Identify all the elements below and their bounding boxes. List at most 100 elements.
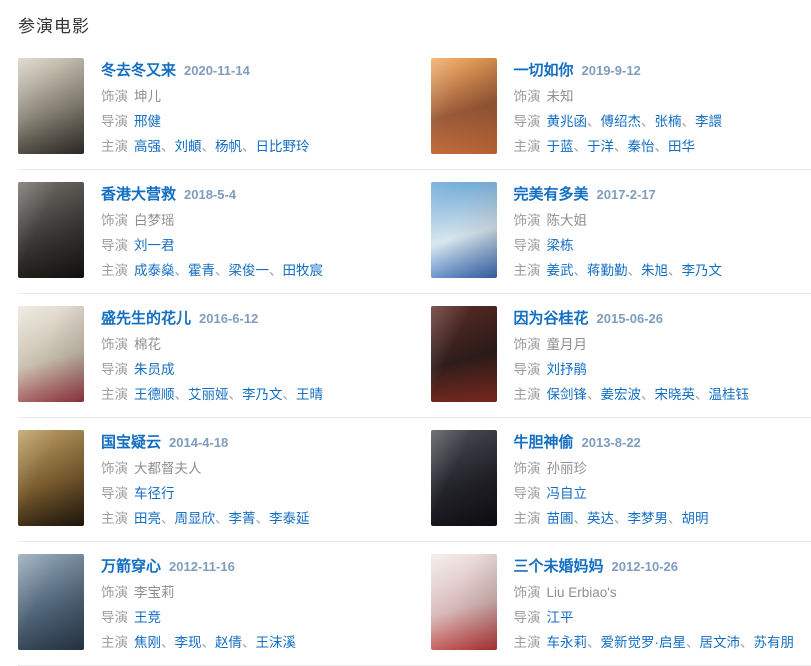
movie-title-link[interactable]: 国宝疑云 bbox=[101, 431, 161, 452]
star-link[interactable]: 秦怡 bbox=[628, 139, 655, 154]
movie-info: 完美有多美 2017-2-17 饰演陈大姐 导演梁栋 主演姜武、蒋勤勤、朱旭、李… bbox=[514, 182, 723, 279]
movie-date: 2020-11-14 bbox=[184, 63, 250, 78]
movie-date: 2012-10-26 bbox=[612, 559, 679, 574]
movie-poster[interactable] bbox=[18, 58, 84, 154]
star-link[interactable]: 朱旭 bbox=[641, 263, 668, 278]
movie-poster[interactable] bbox=[18, 306, 84, 402]
star-link[interactable]: 李梦男 bbox=[628, 511, 669, 526]
movie-poster[interactable] bbox=[18, 430, 84, 526]
director-link[interactable]: 冯自立 bbox=[547, 486, 588, 501]
star-link[interactable]: 温桂钰 bbox=[709, 387, 750, 402]
name-separator: 、 bbox=[215, 263, 229, 278]
director-link[interactable]: 邢健 bbox=[134, 114, 161, 129]
movie-title-link[interactable]: 牛胆神偷 bbox=[514, 431, 574, 452]
director-line: 导演王竞 bbox=[101, 610, 296, 626]
director-link[interactable]: 李譞 bbox=[695, 114, 722, 129]
movie-poster[interactable] bbox=[431, 430, 497, 526]
movie-card: 万箭穿心 2012-11-16 饰演李宝莉 导演王竞 主演焦刚、李现、赵倩、王沫… bbox=[18, 542, 415, 666]
role-value: 大都督夫人 bbox=[134, 461, 202, 476]
star-link[interactable]: 苏有朋 bbox=[754, 635, 795, 650]
star-link[interactable]: 刘頔 bbox=[175, 139, 202, 154]
star-link[interactable]: 李乃文 bbox=[682, 263, 723, 278]
director-link[interactable]: 梁栋 bbox=[547, 238, 574, 253]
star-link[interactable]: 李乃文 bbox=[242, 387, 283, 402]
star-link[interactable]: 田亮 bbox=[134, 511, 161, 526]
star-links: 于蓝、于洋、秦怡、田华 bbox=[547, 139, 696, 154]
star-link[interactable]: 于洋 bbox=[587, 139, 614, 154]
star-link[interactable]: 姜武 bbox=[547, 263, 574, 278]
role-value: 童月月 bbox=[547, 337, 588, 352]
star-link[interactable]: 田牧宸 bbox=[283, 263, 324, 278]
star-link[interactable]: 于蓝 bbox=[547, 139, 574, 154]
star-link[interactable]: 胡明 bbox=[682, 511, 709, 526]
star-link[interactable]: 保剑锋 bbox=[547, 387, 588, 402]
star-link[interactable]: 赵倩 bbox=[215, 635, 242, 650]
director-link[interactable]: 王竞 bbox=[134, 610, 161, 625]
star-link[interactable]: 霍青 bbox=[188, 263, 215, 278]
name-separator: 、 bbox=[614, 139, 628, 154]
movie-title-link[interactable]: 万箭穿心 bbox=[101, 555, 161, 576]
star-link[interactable]: 高强 bbox=[134, 139, 161, 154]
director-link[interactable]: 刘一君 bbox=[134, 238, 175, 253]
star-link[interactable]: 王晴 bbox=[296, 387, 323, 402]
director-link[interactable]: 傅绍杰 bbox=[601, 114, 642, 129]
starring-line: 主演成泰燊、霍青、梁俊一、田牧宸 bbox=[101, 263, 323, 279]
star-link[interactable]: 宋晓英 bbox=[655, 387, 696, 402]
movie-title-link[interactable]: 香港大营救 bbox=[101, 183, 176, 204]
director-links: 王竞 bbox=[134, 610, 161, 625]
star-link[interactable]: 王沫溪 bbox=[256, 635, 297, 650]
movie-title-link[interactable]: 因为谷桂花 bbox=[514, 307, 589, 328]
star-link[interactable]: 车永莉 bbox=[547, 635, 588, 650]
movie-title-link[interactable]: 一切如你 bbox=[514, 59, 574, 80]
director-link[interactable]: 车径行 bbox=[134, 486, 175, 501]
role-value: 未知 bbox=[547, 89, 574, 104]
star-links: 保剑锋、姜宏波、宋晓英、温桂钰 bbox=[547, 387, 750, 402]
star-link[interactable]: 姜宏波 bbox=[601, 387, 642, 402]
name-separator: 、 bbox=[668, 263, 682, 278]
movie-card: 国宝疑云 2014-4-18 饰演大都督夫人 导演车径行 主演田亮、周显欣、李菁… bbox=[18, 418, 415, 542]
director-link[interactable]: 江平 bbox=[547, 610, 574, 625]
movie-card: 完美有多美 2017-2-17 饰演陈大姐 导演梁栋 主演姜武、蒋勤勤、朱旭、李… bbox=[415, 170, 811, 294]
director-link[interactable]: 黄兆函 bbox=[547, 114, 588, 129]
star-link[interactable]: 王德顺 bbox=[134, 387, 175, 402]
movie-title-link[interactable]: 冬去冬又来 bbox=[101, 59, 176, 80]
star-link[interactable]: 李现 bbox=[175, 635, 202, 650]
star-links: 田亮、周显欣、李菁、李泰延 bbox=[134, 511, 310, 526]
star-link[interactable]: 李泰延 bbox=[269, 511, 310, 526]
movie-poster[interactable] bbox=[18, 182, 84, 278]
movie-date: 2018-5-4 bbox=[184, 187, 236, 202]
role-value: 李宝莉 bbox=[134, 585, 175, 600]
movie-poster[interactable] bbox=[431, 306, 497, 402]
director-line: 导演刘抒鹃 bbox=[514, 362, 750, 378]
name-separator: 、 bbox=[269, 263, 283, 278]
star-link[interactable]: 英达 bbox=[587, 511, 614, 526]
star-link[interactable]: 梁俊一 bbox=[229, 263, 270, 278]
movie-poster[interactable] bbox=[431, 182, 497, 278]
movie-poster[interactable] bbox=[431, 554, 497, 650]
director-link[interactable]: 朱员成 bbox=[134, 362, 175, 377]
star-link[interactable]: 艾丽娅 bbox=[188, 387, 229, 402]
director-line: 导演车径行 bbox=[101, 486, 310, 502]
movie-title-link[interactable]: 盛先生的花儿 bbox=[101, 307, 191, 328]
role-label: 饰演 bbox=[101, 585, 128, 600]
star-link[interactable]: 周显欣 bbox=[175, 511, 216, 526]
movie-poster[interactable] bbox=[431, 58, 497, 154]
star-link[interactable]: 杨帆 bbox=[215, 139, 242, 154]
director-link[interactable]: 刘抒鹃 bbox=[547, 362, 588, 377]
star-link[interactable]: 日比野玲 bbox=[256, 139, 310, 154]
star-link[interactable]: 苗圃 bbox=[547, 511, 574, 526]
movie-title-link[interactable]: 三个未婚妈妈 bbox=[514, 555, 604, 576]
star-link[interactable]: 蒋勤勤 bbox=[587, 263, 628, 278]
movie-title-link[interactable]: 完美有多美 bbox=[514, 183, 589, 204]
director-link[interactable]: 张楠 bbox=[655, 114, 682, 129]
star-link[interactable]: 居文沛 bbox=[700, 635, 741, 650]
director-line: 导演邢健 bbox=[101, 114, 310, 130]
movie-info: 牛胆神偷 2013-8-22 饰演孙丽珍 导演冯自立 主演苗圃、英达、李梦男、胡… bbox=[514, 430, 709, 527]
star-link[interactable]: 成泰燊 bbox=[134, 263, 175, 278]
star-link[interactable]: 焦刚 bbox=[134, 635, 161, 650]
star-link[interactable]: 田华 bbox=[668, 139, 695, 154]
star-link[interactable]: 李菁 bbox=[229, 511, 256, 526]
star-link[interactable]: 爱新觉罗·启星 bbox=[601, 635, 687, 650]
role-label: 饰演 bbox=[514, 89, 541, 104]
movie-poster[interactable] bbox=[18, 554, 84, 650]
